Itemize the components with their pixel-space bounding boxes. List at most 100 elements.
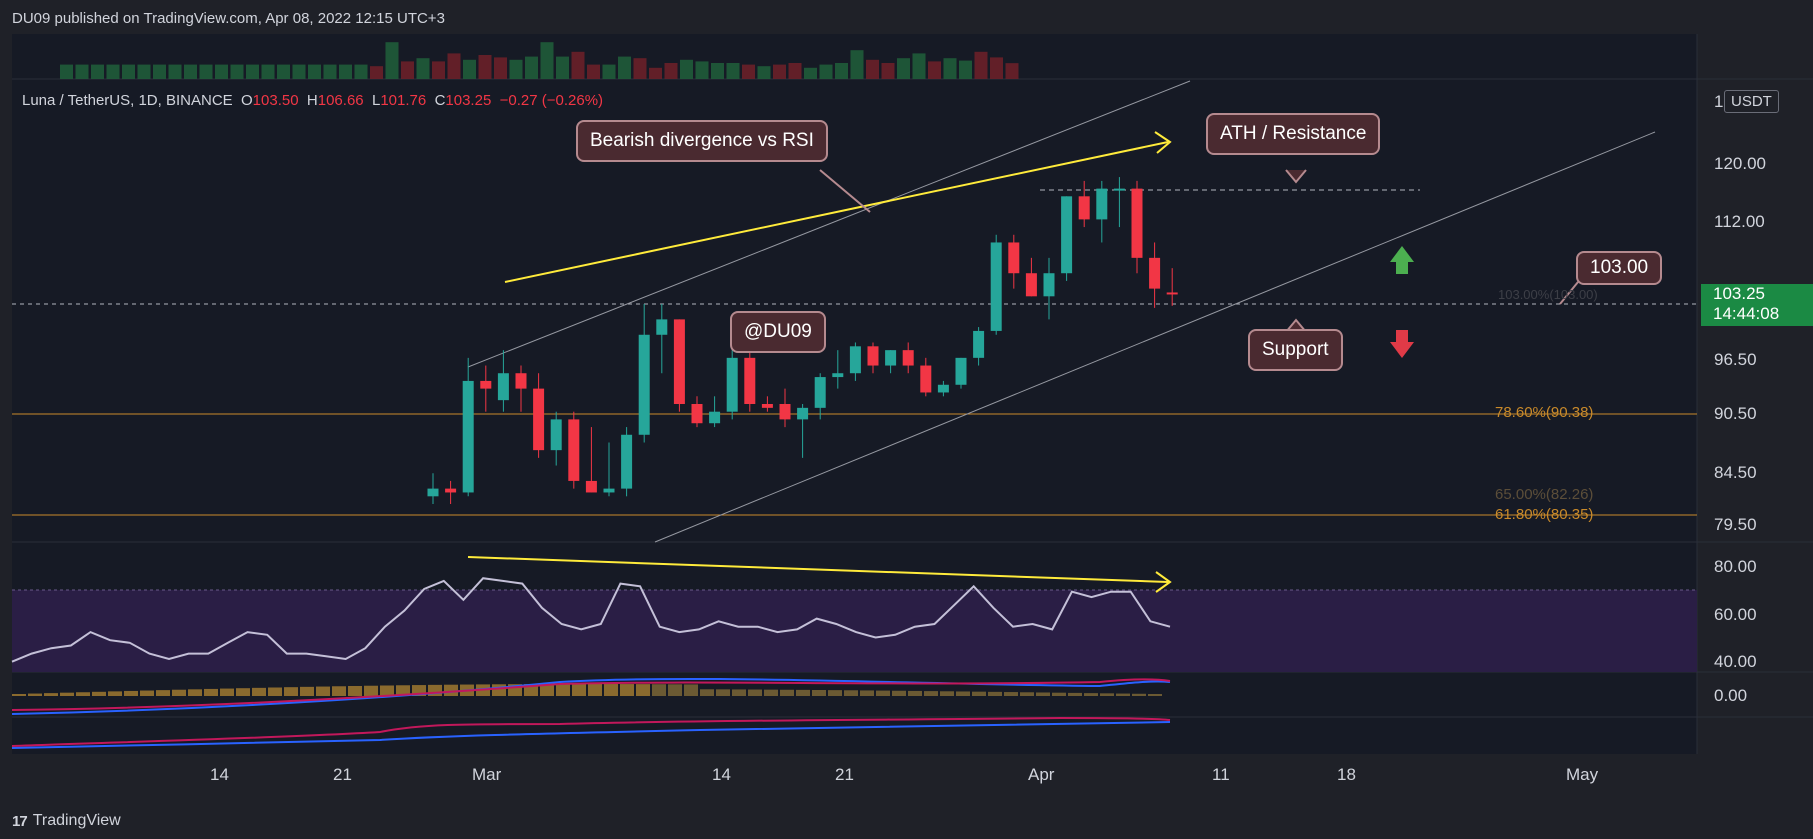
candle-body (533, 388, 545, 451)
volume-bar (246, 64, 259, 79)
volume-bar (261, 64, 275, 79)
rsi-axis-tick: 40.00 (1714, 652, 1757, 671)
macd-bar (1068, 692, 1082, 696)
macd-bar (860, 690, 874, 696)
macd-bar (236, 688, 250, 696)
bearish-divergence-price-arrow (504, 141, 1169, 283)
tradingview-brand[interactable]: 17 TradingView (12, 812, 121, 830)
volume-bar (447, 53, 461, 79)
candle-body (885, 350, 897, 366)
volume-bar (494, 57, 507, 79)
macd-bar (124, 690, 138, 696)
open-value: 103.50 (252, 92, 299, 109)
macd-bar (28, 693, 42, 696)
author-callout[interactable]: @DU09 (730, 311, 826, 353)
macd-bar (1004, 692, 1018, 696)
low-label: L (371, 92, 381, 109)
macd-bar (412, 685, 426, 696)
candle-body (902, 350, 914, 366)
candle-body (638, 334, 650, 435)
high-label: H (306, 92, 318, 109)
candle-body (761, 404, 773, 408)
candle-body (1113, 188, 1125, 191)
tradingview-name: TradingView (32, 812, 121, 829)
chart-canvas[interactable]: 1 120.00 112.00 96.50 90.50 84.50 79.50 … (0, 34, 1813, 800)
candle-body (1149, 257, 1161, 289)
candle-body (849, 346, 861, 374)
macd-bar (1100, 693, 1114, 696)
candle-body (550, 419, 562, 451)
volume-bar (742, 64, 755, 79)
volume-bar (850, 50, 864, 79)
candle-body (955, 357, 967, 385)
rsi-series (11, 577, 1171, 663)
volume-bar (726, 63, 740, 79)
volume-bar (60, 64, 73, 79)
volume-bar (974, 51, 988, 79)
price-axis-tick: 96.50 (1714, 350, 1757, 369)
volume-bar (664, 63, 678, 79)
volume-bar (323, 64, 337, 79)
volume-bar (757, 66, 771, 79)
volume-bar (106, 64, 120, 79)
macd-bar (588, 684, 602, 696)
fib-label-786: 78.60%(90.38) (1495, 404, 1594, 421)
candle-body (1096, 188, 1108, 220)
candle-body (726, 357, 738, 412)
volume-bar (819, 64, 833, 79)
symbol-name[interactable]: Luna / TetherUS, 1D, BINANCE (22, 92, 233, 109)
ohlc-legend: Luna / TetherUS, 1D, BINANCE O103.50 H10… (22, 92, 603, 109)
ma-blue-line (11, 721, 1171, 749)
rsi-axis-tick: 60.00 (1714, 605, 1757, 624)
macd-bar (668, 684, 682, 696)
down-arrow-icon (1390, 330, 1414, 358)
time-axis-tick: May (1566, 765, 1599, 784)
volume-bar (463, 59, 476, 79)
candlesticks (427, 177, 1178, 504)
time-axis-tick: Mar (472, 765, 502, 784)
volume-bar (525, 56, 538, 79)
macd-bar (556, 684, 570, 696)
macd-bar (540, 684, 554, 696)
volume-bar (416, 58, 430, 79)
macd-bar (636, 684, 650, 696)
candle-body (937, 384, 949, 393)
current-price-badge[interactable]: 103.25 14:44:08 (1701, 284, 1813, 326)
macd-bar (524, 684, 538, 696)
macd-bar (764, 689, 778, 696)
volume-bar (370, 66, 383, 79)
candle-body (1131, 188, 1143, 258)
macd-bar (76, 692, 90, 696)
macd-bar (828, 690, 842, 696)
macd-bar (780, 689, 794, 696)
macd-bar (812, 689, 826, 696)
volume-bars (60, 42, 1019, 79)
bearish-divergence-callout[interactable]: Bearish divergence vs RSI (576, 120, 828, 162)
support-callout[interactable]: Support (1248, 329, 1343, 371)
ma-red-line (11, 716, 1171, 747)
candle-body (603, 488, 615, 493)
price-callout[interactable]: 103.00 (1576, 251, 1663, 285)
volume-bar (153, 64, 166, 79)
volume-bar (943, 58, 957, 79)
fib-label-618: 61.80%(80.35) (1495, 506, 1594, 523)
macd-bar (44, 693, 58, 696)
volume-bar (137, 64, 151, 79)
channel-upper-line (467, 80, 1191, 368)
candle-body (814, 377, 826, 408)
volume-bar (401, 61, 414, 79)
macd-bar (108, 691, 122, 696)
candle-body (497, 373, 509, 401)
volume-bar (571, 51, 585, 79)
ath-resistance-callout[interactable]: ATH / Resistance (1206, 113, 1381, 155)
volume-bar (695, 61, 709, 79)
ath-callout-pointer (1285, 169, 1307, 184)
publish-info: DU09 published on TradingView.com, Apr 0… (12, 10, 445, 27)
volume-bar (711, 63, 724, 79)
macd-bar (972, 691, 986, 696)
volume-bar (866, 59, 879, 79)
currency-button[interactable]: USDT (1724, 90, 1779, 113)
macd-bar (444, 684, 458, 696)
candle-body (480, 380, 492, 389)
candle-body (585, 480, 597, 493)
